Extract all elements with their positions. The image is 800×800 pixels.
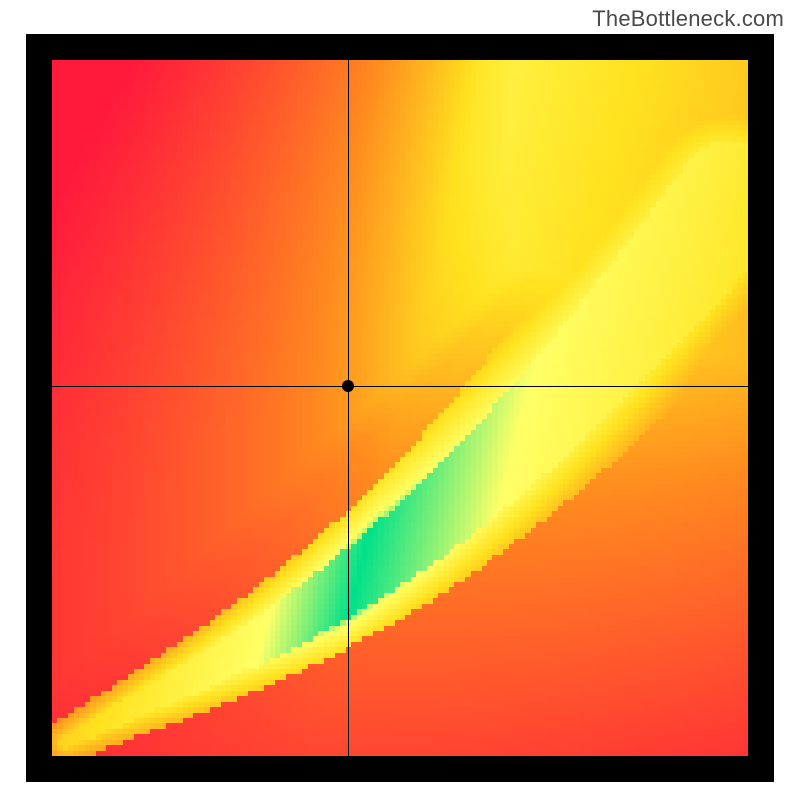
crosshair-horizontal (52, 386, 748, 387)
crosshair-marker (342, 380, 354, 392)
plot-frame (26, 34, 774, 782)
plot-area (52, 60, 748, 756)
chart-container: TheBottleneck.com (0, 0, 800, 800)
heatmap-canvas (52, 60, 748, 756)
crosshair-vertical (348, 60, 349, 756)
watermark-text: TheBottleneck.com (592, 6, 784, 32)
